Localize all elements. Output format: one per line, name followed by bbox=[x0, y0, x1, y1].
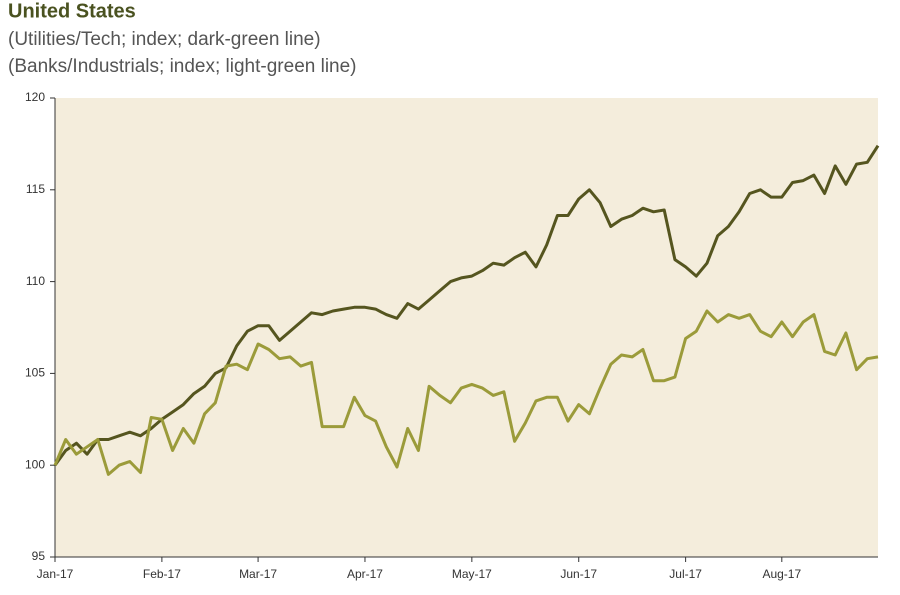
y-tick-label: 100 bbox=[25, 457, 45, 471]
y-tick-label: 110 bbox=[26, 274, 45, 288]
y-tick-label: 105 bbox=[25, 366, 45, 380]
x-tick-label: Mar-17 bbox=[239, 567, 277, 581]
y-tick-label: 120 bbox=[25, 90, 45, 104]
series-line bbox=[53, 144, 880, 467]
x-tick-label: May-17 bbox=[452, 567, 492, 581]
y-tick-label: 95 bbox=[32, 549, 46, 563]
x-tick-label: Jan-17 bbox=[37, 567, 74, 581]
x-tick-label: Aug-17 bbox=[762, 567, 801, 581]
plot-area bbox=[55, 98, 878, 557]
x-tick-label: Jun-17 bbox=[560, 567, 597, 581]
x-tick-label: Apr-17 bbox=[347, 567, 383, 581]
x-tick-label: Feb-17 bbox=[143, 567, 181, 581]
series-line bbox=[53, 309, 879, 476]
chart-subtitle: (Utilities/Tech; index; dark-green line) bbox=[8, 29, 321, 50]
chart-title: United States bbox=[8, 0, 136, 22]
x-tick-label: Jul-17 bbox=[669, 567, 702, 581]
chart-subtitle: (Banks/Industrials; index; light-green l… bbox=[8, 56, 357, 77]
y-tick-label: 115 bbox=[26, 182, 45, 196]
